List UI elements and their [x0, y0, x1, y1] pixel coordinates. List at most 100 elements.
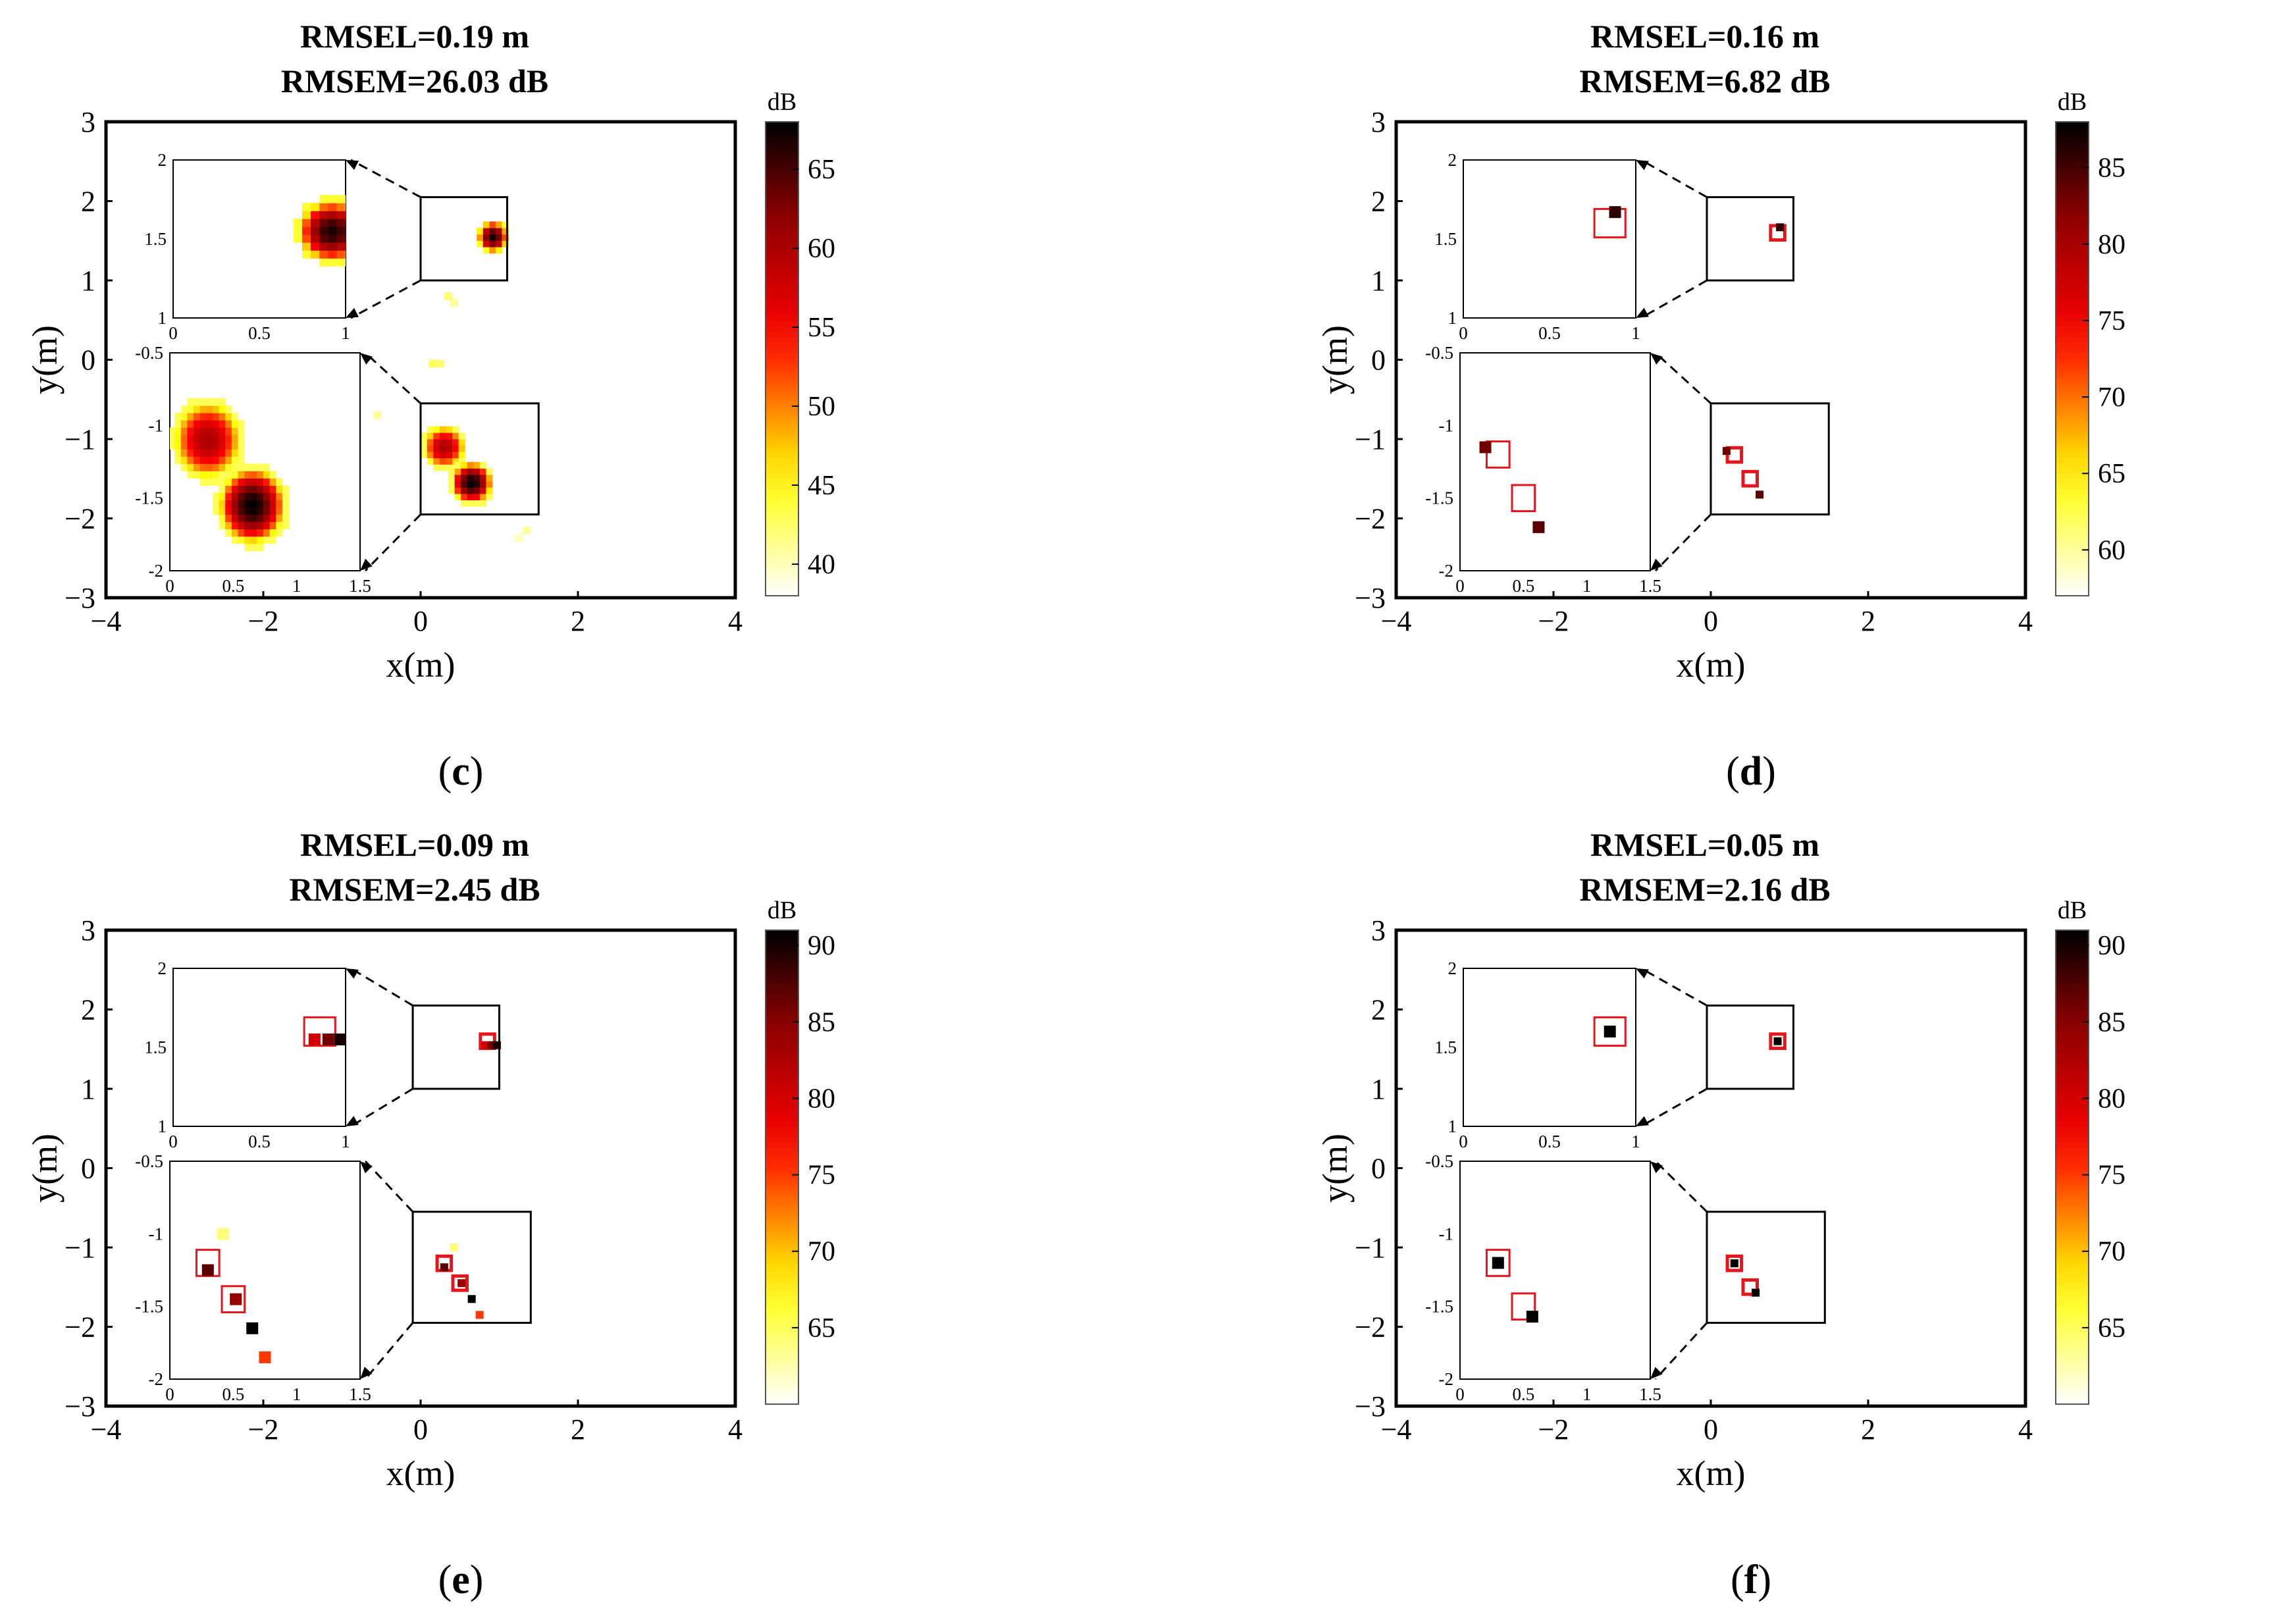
heat-cell	[461, 481, 468, 488]
inset-heat-cell	[219, 500, 226, 508]
inset-heat-cell	[263, 485, 271, 494]
y-tick-label: 0	[1371, 344, 1386, 377]
inset-heat-cell	[269, 492, 276, 501]
heat-cell	[439, 432, 446, 440]
zoom-region	[411, 1211, 532, 1324]
inset-heat-cell	[194, 463, 201, 471]
inset-x-tick-label: 1	[1631, 1132, 1640, 1151]
heat-cell	[433, 426, 440, 433]
inset-heat-cell	[194, 449, 201, 457]
inset-heat-cell	[250, 521, 257, 530]
inset-y-tick-label: -0.5	[1425, 343, 1453, 363]
inset-heat-cell	[319, 211, 328, 219]
y-tick-label: −1	[1355, 423, 1386, 456]
heat-cell	[452, 445, 459, 452]
colorbar-tick-label: 65	[808, 155, 835, 185]
inset-heat-cell	[336, 258, 346, 267]
estimated-source-dot	[440, 1263, 448, 1272]
inset-heat-cell	[194, 398, 201, 406]
inset-heat-cell	[301, 211, 311, 219]
inset-heat-cell	[225, 406, 232, 413]
inset-heat-cell	[225, 507, 232, 515]
inset-heat-cell	[319, 226, 328, 235]
inset-heat-cell	[328, 211, 337, 219]
heat-cell	[486, 487, 493, 494]
inset-heat-cell	[336, 234, 346, 243]
x-tick-label: 0	[1704, 1413, 1718, 1446]
inset-heat-cell	[187, 442, 194, 450]
inset-heat-cell	[206, 427, 213, 435]
heat-cell	[458, 452, 465, 459]
inset-heat-cell	[187, 406, 194, 413]
inset-heat-cell	[219, 442, 226, 450]
inset-heat-cell	[301, 242, 311, 251]
panel-e: RMSEL=0.09 m RMSEM=2.45 dB 0 0.5 1 1 1.5 2 0 0.5 1…	[25, 826, 835, 1602]
inset-heat-cell	[301, 226, 311, 235]
inset-heat-cell	[219, 492, 226, 501]
zoom-region	[1706, 196, 1794, 282]
y-tick-label: 1	[81, 1073, 95, 1105]
inset-heat-cell	[206, 398, 213, 406]
x-tick-label: −4	[91, 605, 122, 637]
y-tick-label: 0	[81, 1153, 95, 1185]
y-tick-label: 3	[81, 106, 95, 138]
zoom-connector	[1654, 352, 1712, 404]
inset-heat-cell	[257, 492, 264, 501]
inset-heat-cell	[231, 478, 238, 486]
heat-cell	[448, 487, 456, 494]
colorbar-tick-label: 45	[808, 471, 835, 501]
y-axis-label: y(m)	[1315, 325, 1355, 394]
y-tick-label: 3	[1371, 914, 1386, 947]
inset-heat-cell	[199, 427, 207, 435]
inset-heat-cell	[238, 521, 245, 530]
heat-cell	[489, 247, 496, 254]
true-source-marker	[1741, 469, 1760, 488]
inset-heat-cell	[354, 242, 363, 251]
inset-y-tick-label: 1	[158, 1116, 167, 1136]
inset-heat-cell	[212, 427, 220, 435]
inset-heat-cell	[225, 478, 232, 486]
inset-heat-cell	[263, 478, 271, 486]
heat-cell	[479, 468, 486, 475]
inset-heat-cell	[311, 219, 320, 227]
inset-heat-cell	[180, 456, 188, 464]
y-tick-label: −1	[1355, 1232, 1386, 1264]
inset-heat-cell	[194, 434, 201, 442]
y-tick-label: −1	[65, 1232, 95, 1264]
inset-heat-cell	[345, 219, 346, 227]
inset-heat-cell	[238, 507, 245, 515]
heat-cell	[454, 468, 461, 475]
inset-axes	[1459, 1161, 1651, 1380]
inset-true-source-marker	[1485, 1249, 1511, 1277]
inset-heat-cell	[206, 442, 213, 450]
inset-heat-cell	[231, 492, 238, 501]
x-tick-label: −4	[1381, 1413, 1412, 1446]
heat-cell	[454, 487, 461, 494]
inset-heat-cell	[219, 420, 226, 428]
true-source-marker	[1725, 1254, 1744, 1272]
y-tick-label: −3	[65, 1390, 95, 1423]
inset-y-tick-label: -1	[1439, 415, 1454, 435]
inset-heat-cell	[257, 478, 264, 486]
inset-x-tick-label: 1.5	[349, 1384, 371, 1404]
inset-heat-cell	[225, 492, 232, 501]
inset-heat-cell	[263, 492, 271, 501]
heat-cell	[452, 426, 459, 433]
colorbar-tick-label: 90	[2098, 931, 2126, 961]
x-tick-label: −2	[248, 605, 279, 637]
inset-heat-cell	[194, 420, 201, 428]
zoom-arrowhead	[1636, 160, 1649, 170]
heat-cell	[473, 474, 481, 482]
inset-heat-cell	[328, 203, 337, 211]
inset-heat-cell	[269, 478, 276, 486]
heat-cell	[433, 432, 440, 440]
heat-speckle	[428, 359, 436, 368]
inset-heat-cell	[219, 463, 226, 471]
inset-heat-cell	[354, 211, 363, 219]
heat-cell	[452, 438, 459, 446]
inset-heat-cell	[354, 250, 363, 259]
inset-heat-cell	[301, 250, 311, 259]
inset-x-tick-label: 0	[165, 576, 174, 596]
heat-cell	[427, 452, 434, 459]
inset-content	[293, 195, 363, 267]
